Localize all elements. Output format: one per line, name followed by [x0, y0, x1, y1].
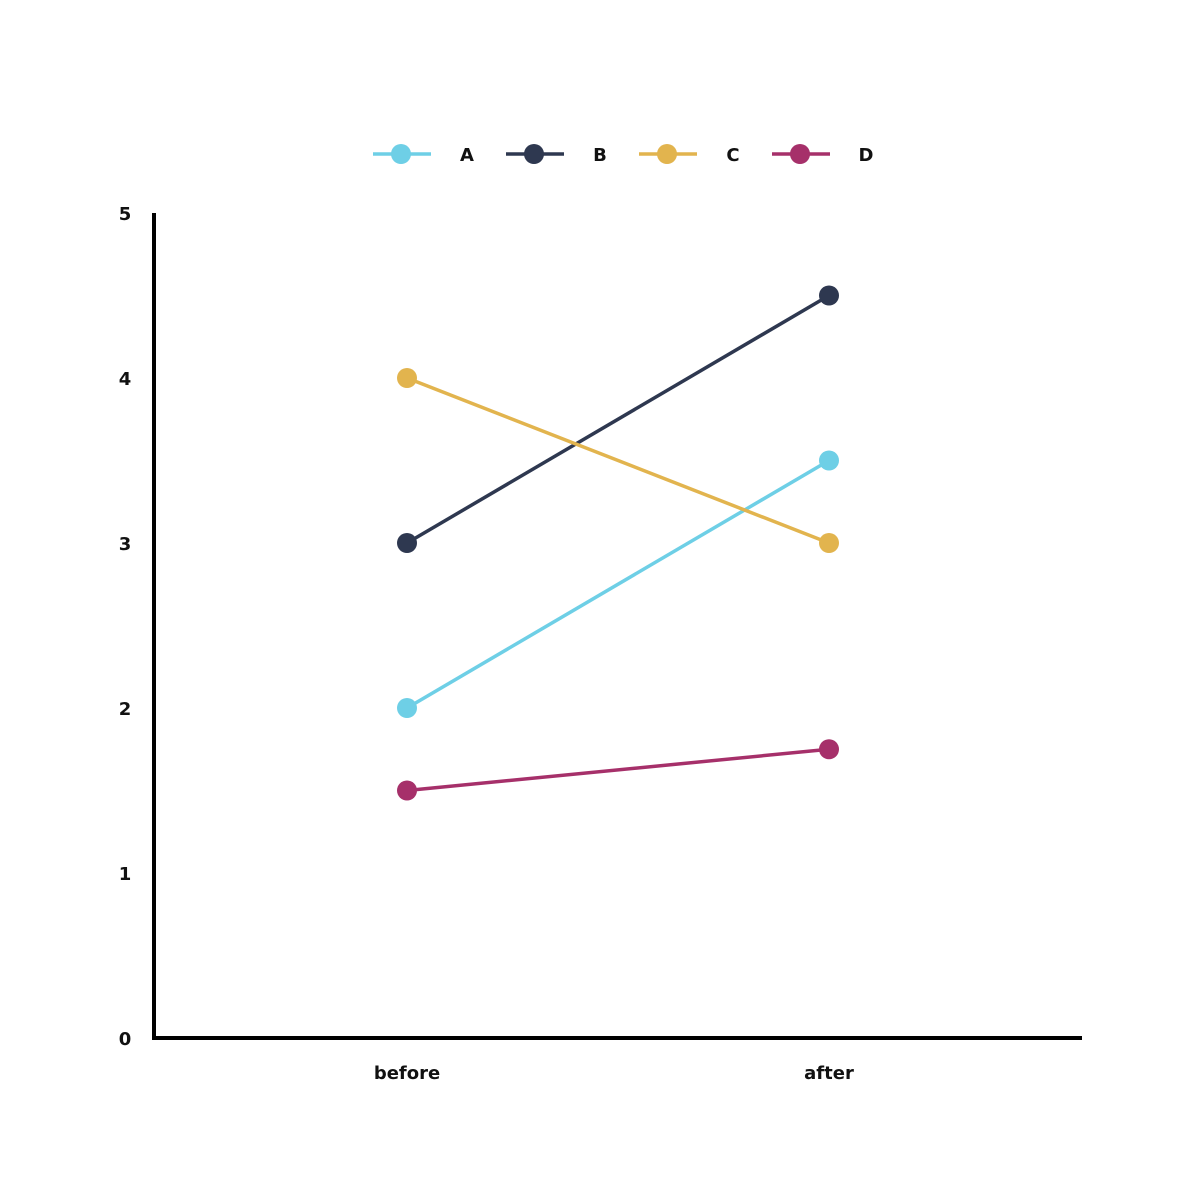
legend-item-B: B [506, 144, 607, 166]
y-tick-label: 5 [119, 204, 132, 225]
data-point-A-before [397, 698, 417, 718]
legend-label-C: C [726, 145, 739, 166]
data-point-B-after [819, 285, 839, 306]
y-tick-label: 3 [119, 534, 132, 555]
x-tick-label-after: after [804, 1063, 854, 1084]
series-line-A [406, 458, 830, 710]
data-point-A-after [819, 450, 839, 471]
y-axis-ticks: 0 1 2 3 4 5 [119, 204, 132, 1050]
legend-marker-D [790, 144, 810, 164]
data-point-D-before [397, 780, 417, 801]
x-tick-label-before: before [374, 1063, 440, 1084]
series-D [397, 739, 839, 801]
series-layer [397, 285, 839, 801]
legend-marker-A [391, 144, 411, 164]
series-line-B [406, 293, 830, 545]
legend-item-D: D [772, 144, 873, 166]
data-point-B-before [397, 533, 417, 553]
series-C [397, 368, 839, 553]
legend-marker-C [657, 144, 677, 164]
y-tick-label: 2 [119, 699, 132, 720]
legend: A B C D [373, 144, 873, 166]
legend-label-D: D [859, 145, 874, 166]
data-point-D-after [819, 739, 839, 760]
data-point-C-before [397, 368, 417, 388]
legend-marker-B [524, 144, 544, 164]
series-line-D [406, 747, 830, 793]
y-tick-label: 0 [119, 1029, 132, 1050]
series-B [397, 285, 839, 553]
axes [152, 213, 1082, 1040]
series-A [397, 450, 839, 718]
legend-item-A: A [373, 144, 474, 166]
data-point-C-after [819, 533, 839, 553]
x-axis-ticks: before after [374, 1063, 854, 1084]
legend-item-C: C [639, 144, 740, 166]
y-tick-label: 1 [119, 864, 132, 885]
legend-label-B: B [593, 145, 607, 166]
y-tick-label: 4 [119, 369, 132, 390]
legend-label-A: A [460, 145, 474, 166]
series-line-C [406, 376, 830, 545]
